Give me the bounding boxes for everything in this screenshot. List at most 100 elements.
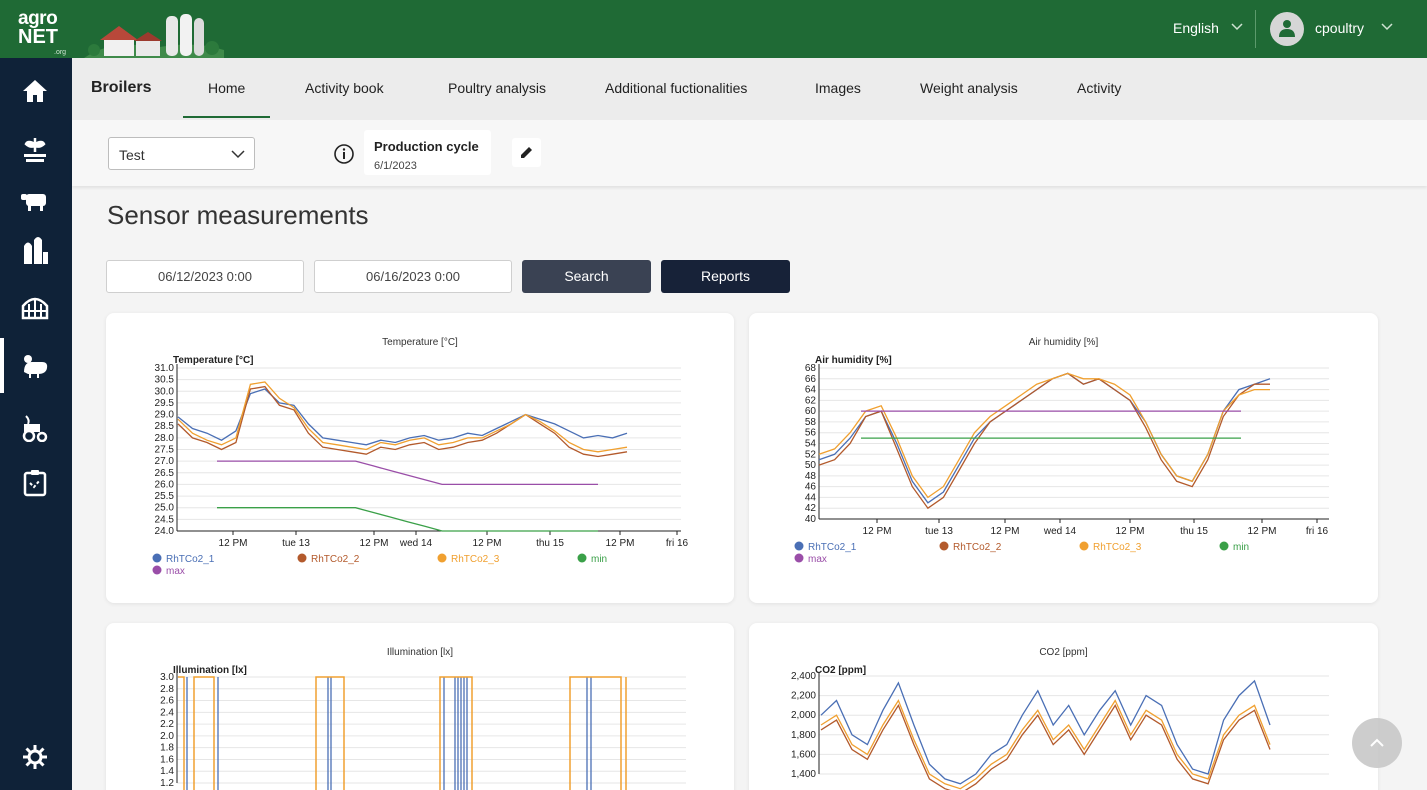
legend-marker: [1079, 541, 1089, 551]
y-tick-label: 24.5: [155, 514, 175, 525]
object-select-value: Test: [119, 147, 145, 163]
clipboard-icon[interactable]: [20, 468, 50, 498]
y-tick-label: 1.4: [160, 766, 174, 777]
legend-label: RhTCo2_1: [166, 554, 215, 565]
legend-marker: [437, 553, 447, 563]
chevron-down-icon[interactable]: [1380, 19, 1394, 33]
y-tick-label: 48: [805, 471, 817, 482]
username[interactable]: cpoultry: [1315, 20, 1365, 36]
y-tick-label: 2.0: [160, 731, 174, 742]
chevron-down-icon[interactable]: [1230, 19, 1244, 33]
chart-title: Air humidity [%]: [1029, 337, 1099, 348]
legend-label: RhTCo2_2: [953, 542, 1002, 553]
y-axis-label: Air humidity [%]: [815, 355, 892, 366]
tab-home[interactable]: Home: [208, 80, 246, 96]
x-tick-label: 12 PM: [473, 538, 502, 549]
y-tick-label: 2,400: [791, 671, 816, 682]
chart-title: CO2 [ppm]: [1039, 647, 1088, 658]
active-tab-indicator: [183, 116, 270, 118]
air-humidity-chart-card: Air humidity [%] Air humidity [%] 68 66 64 62…: [749, 313, 1378, 603]
edit-production-cycle-button[interactable]: [512, 138, 541, 167]
x-tick-label: 12 PM: [219, 538, 248, 549]
avatar[interactable]: [1270, 12, 1304, 46]
y-tick-label: 2.6: [160, 696, 174, 707]
air-humidity-chart: Air humidity [%]Air humidity [%]68666462…: [794, 337, 1329, 565]
legend-label: RhTCo2_1: [808, 542, 857, 553]
legend-label: max: [808, 554, 827, 565]
tab-poultry-analysis[interactable]: Poultry analysis: [448, 80, 547, 96]
agronet-logo[interactable]: agro NET .org: [18, 9, 70, 56]
chart-title: Temperature [°C]: [382, 337, 458, 348]
legend-label: min: [591, 554, 607, 565]
tractor-icon[interactable]: [20, 412, 50, 442]
legend-marker: [1219, 541, 1229, 551]
y-tick-label: 56: [805, 428, 817, 439]
search-button[interactable]: Search: [522, 260, 651, 293]
language-selector[interactable]: English: [1173, 20, 1219, 36]
seedling-icon[interactable]: [20, 134, 50, 164]
sidebar: [0, 58, 72, 790]
date-to-input[interactable]: 06/16/2023 0:00: [314, 260, 512, 293]
legend-label: RhTCo2_3: [1093, 542, 1142, 553]
pencil-icon: [521, 147, 532, 158]
scroll-to-top-button[interactable]: [1352, 718, 1402, 768]
home-icon[interactable]: [20, 76, 50, 106]
tab-activity[interactable]: Activity: [1077, 80, 1122, 96]
y-tick-label: 64: [805, 385, 817, 396]
x-tick-label: fri 16: [666, 538, 689, 549]
x-tick-label: 12 PM: [991, 526, 1020, 537]
x-tick-label: tue 13: [282, 538, 310, 549]
chevron-down-icon: [231, 150, 245, 159]
date-from-input[interactable]: 06/12/2023 0:00: [106, 260, 304, 293]
legend-label: RhTCo2_3: [451, 554, 500, 565]
legend-marker: [794, 553, 804, 563]
y-tick-label: 46: [805, 482, 817, 493]
info-icon[interactable]: [333, 143, 355, 165]
series-line-max: [217, 460, 598, 486]
y-tick-label: 2.4: [160, 707, 174, 718]
y-tick-label: 29.5: [155, 398, 175, 409]
x-tick-label: 12 PM: [1248, 526, 1277, 537]
y-tick-label: 40: [805, 514, 817, 525]
tab-weight-analysis[interactable]: Weight analysis: [920, 80, 1018, 96]
reports-button[interactable]: Reports: [661, 260, 790, 293]
x-tick-label: tue 13: [925, 526, 953, 537]
production-cycle-label: Production cycle: [374, 139, 479, 154]
x-tick-label: thu 15: [1180, 526, 1208, 537]
tab-activity-book[interactable]: Activity book: [305, 80, 384, 96]
y-tick-label: 58: [805, 417, 817, 428]
tab-additional-functionalities[interactable]: Additional fuctionalities: [605, 80, 748, 96]
farm-illustration-icon: [84, 14, 224, 58]
y-tick-label: 27.0: [155, 456, 175, 467]
y-tick-label: 2,200: [791, 691, 816, 702]
y-tick-label: 50: [805, 460, 817, 471]
y-tick-label: 44: [805, 492, 817, 503]
tab-images[interactable]: Images: [815, 80, 861, 96]
header-divider: [1255, 10, 1256, 48]
gear-icon[interactable]: [20, 742, 50, 772]
greenhouse-icon[interactable]: [20, 292, 50, 322]
livestock-icon[interactable]: [20, 186, 50, 216]
y-tick-label: 28.0: [155, 433, 175, 444]
y-tick-label: 1,800: [791, 730, 816, 741]
legend-label: min: [1233, 542, 1249, 553]
top-bar: agro NET .org English cpoultry: [0, 0, 1427, 58]
logo-suffix: .org: [54, 49, 67, 56]
chevron-up-icon: [1370, 738, 1384, 747]
series-line-rhtco2_3: [820, 699, 1271, 790]
y-tick-label: 28.5: [155, 421, 175, 432]
user-icon: [1279, 20, 1295, 37]
silo-icon[interactable]: [20, 236, 50, 266]
object-select[interactable]: Test: [108, 137, 255, 170]
y-tick-label: 1,400: [791, 769, 816, 780]
logo-line2: NET: [18, 26, 58, 48]
y-tick-label: 1,600: [791, 749, 816, 760]
series-line-rhtco2_3: [178, 676, 627, 790]
legend-marker: [152, 553, 162, 563]
x-tick-label: wed 14: [1043, 526, 1077, 537]
series-line-rhtco2_1: [820, 679, 1271, 785]
poultry-icon[interactable]: [20, 350, 50, 380]
temperature-chart: Temperature [°C]Temperature [°C]31.030.5…: [152, 337, 689, 577]
y-tick-label: 1.2: [160, 778, 174, 789]
series-line-rhtco2_1: [177, 388, 628, 446]
